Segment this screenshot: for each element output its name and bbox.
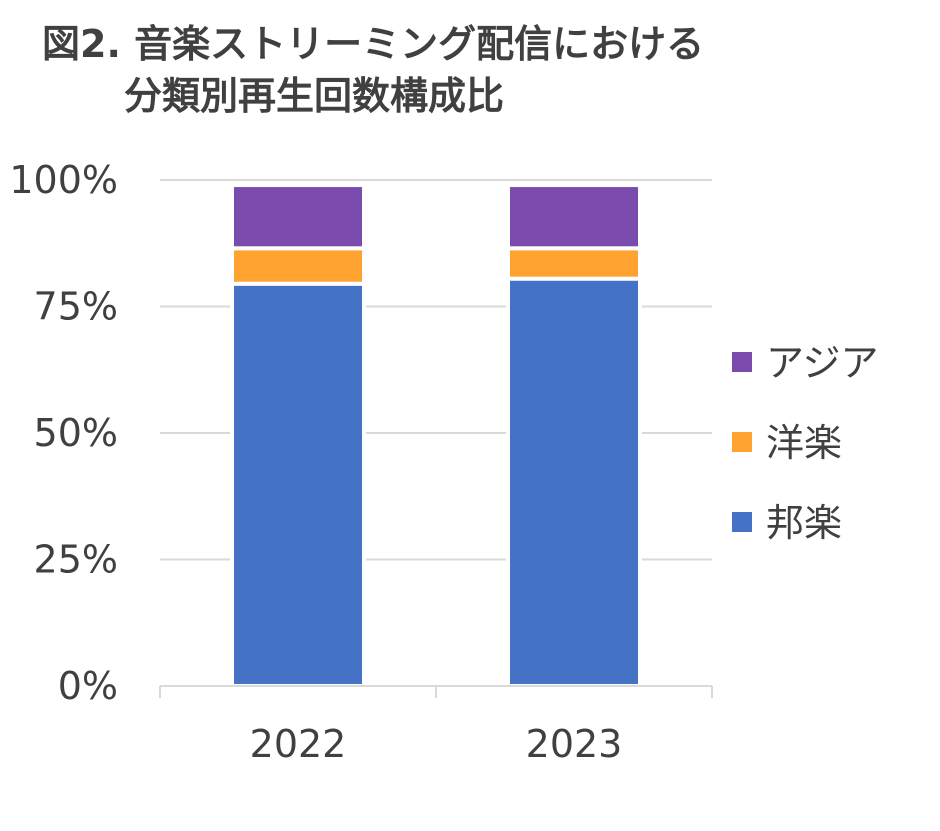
x-tick-label: 2022 [250,722,347,766]
bar-segment [230,246,366,286]
y-tick-label: 0% [58,664,118,708]
x-tick-label: 2023 [526,722,623,766]
axes: 0% 25% 50% 75% 100% 2022 2023 [9,158,713,766]
y-tick-label: 50% [34,411,118,455]
bar-segment [506,183,642,251]
legend-swatch [732,432,752,452]
bars [230,183,642,688]
bar-segment [230,183,366,251]
legend-swatch [732,352,752,372]
chart-title-line-2: 分類別再生回数構成比 [124,74,505,118]
bar-segment [230,281,366,688]
chart-title: 図2. 音楽ストリーミング配信における 分類別再生回数構成比 [0,18,760,122]
legend-label: アジア [766,341,878,385]
bar-segment [506,246,642,281]
y-tick-label: 100% [9,158,118,202]
chart-title-line-1: 図2. 音楽ストリーミング配信における [42,22,705,66]
legend-label: 邦楽 [766,501,842,545]
y-tick-label: 75% [34,285,118,329]
legend-swatch [732,512,752,532]
legend-label: 洋楽 [766,421,842,465]
y-tick-label: 25% [34,538,118,582]
bar-segment [506,276,642,688]
